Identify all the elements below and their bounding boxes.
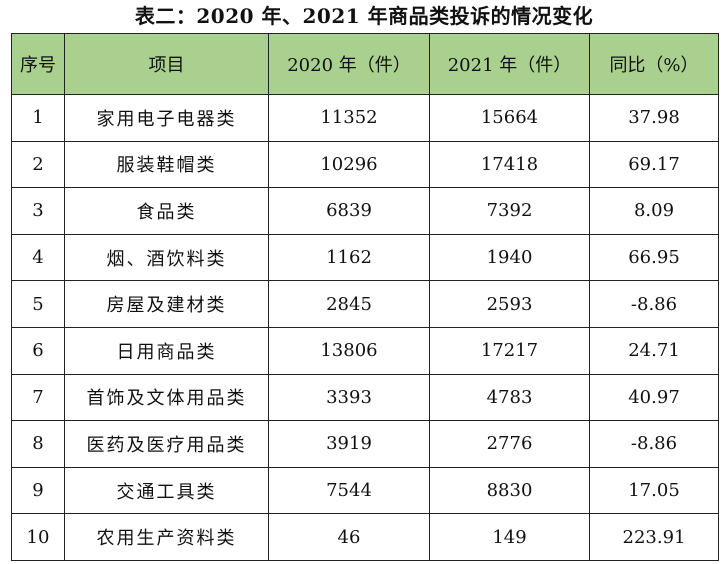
cell-yoy: 69.17 xyxy=(589,140,719,189)
cell-2021: 4783 xyxy=(429,373,590,422)
table-row: 10 农用生产资料类 46 149 223.91 xyxy=(11,513,719,561)
table-row: 5 房屋及建材类 2845 2593 -8.86 xyxy=(11,280,719,328)
cell-index: 4 xyxy=(11,233,65,282)
table-row: 4 烟、酒饮料类 1162 1940 66.95 xyxy=(11,233,719,282)
cell-yoy: -8.86 xyxy=(589,280,719,328)
cell-yoy: 66.95 xyxy=(589,233,719,282)
cell-item: 服装鞋帽类 xyxy=(64,140,269,189)
cell-2020: 13806 xyxy=(268,326,430,375)
cell-item: 农用生产资料类 xyxy=(64,513,269,561)
cell-item: 交通工具类 xyxy=(64,466,269,515)
cell-index: 10 xyxy=(11,513,65,561)
table-row: 8 医药及医疗用品类 3919 2776 -8.86 xyxy=(11,420,719,468)
cell-2021: 149 xyxy=(429,513,590,561)
cell-yoy: -8.86 xyxy=(589,420,719,468)
cell-index: 5 xyxy=(11,280,65,328)
cell-item: 食品类 xyxy=(64,187,269,235)
cell-yoy: 223.91 xyxy=(589,513,719,561)
header-index: 序号 xyxy=(11,33,65,95)
cell-index: 2 xyxy=(11,140,65,189)
table-row: 7 首饰及文体用品类 3393 4783 40.97 xyxy=(11,373,719,422)
header-2020: 2020 年（件） xyxy=(268,33,430,95)
cell-yoy: 37.98 xyxy=(589,94,719,142)
cell-index: 9 xyxy=(11,466,65,515)
cell-2020: 11352 xyxy=(268,94,430,142)
cell-2020: 1162 xyxy=(268,233,430,282)
cell-2021: 8830 xyxy=(429,466,590,515)
cell-item: 烟、酒饮料类 xyxy=(64,233,269,282)
cell-index: 3 xyxy=(11,187,65,235)
cell-2020: 2845 xyxy=(268,280,430,328)
cell-2021: 1940 xyxy=(429,233,590,282)
cell-2021: 7392 xyxy=(429,187,590,235)
table-row: 3 食品类 6839 7392 8.09 xyxy=(11,187,719,235)
cell-yoy: 17.05 xyxy=(589,466,719,515)
cell-2021: 15664 xyxy=(429,94,590,142)
cell-2021: 2776 xyxy=(429,420,590,468)
header-2021: 2021 年（件） xyxy=(429,33,590,95)
cell-item: 家用电子电器类 xyxy=(64,94,269,142)
cell-2020: 6839 xyxy=(268,187,430,235)
cell-yoy: 24.71 xyxy=(589,326,719,375)
cell-yoy: 8.09 xyxy=(589,187,719,235)
table-row: 9 交通工具类 7544 8830 17.05 xyxy=(11,466,719,515)
cell-item: 首饰及文体用品类 xyxy=(64,373,269,422)
cell-2021: 17418 xyxy=(429,140,590,189)
complaints-table: 序号 项目 2020 年（件） 2021 年（件） 同比（%） 1 家用电子电器… xyxy=(11,33,719,561)
header-row: 序号 项目 2020 年（件） 2021 年（件） 同比（%） xyxy=(11,33,719,95)
cell-2020: 3919 xyxy=(268,420,430,468)
cell-2020: 7544 xyxy=(268,466,430,515)
cell-item: 房屋及建材类 xyxy=(64,280,269,328)
cell-2020: 3393 xyxy=(268,373,430,422)
cell-index: 8 xyxy=(11,420,65,468)
header-yoy: 同比（%） xyxy=(589,33,719,95)
cell-yoy: 40.97 xyxy=(589,373,719,422)
cell-index: 1 xyxy=(11,94,65,142)
cell-2021: 2593 xyxy=(429,280,590,328)
table-row: 6 日用商品类 13806 17217 24.71 xyxy=(11,326,719,375)
cell-2020: 46 xyxy=(268,513,430,561)
table-row: 2 服装鞋帽类 10296 17418 69.17 xyxy=(11,140,719,189)
header-item: 项目 xyxy=(64,33,269,95)
cell-2020: 10296 xyxy=(268,140,430,189)
cell-item: 日用商品类 xyxy=(64,326,269,375)
cell-2021: 17217 xyxy=(429,326,590,375)
cell-index: 7 xyxy=(11,373,65,422)
cell-index: 6 xyxy=(11,326,65,375)
table-row: 1 家用电子电器类 11352 15664 37.98 xyxy=(11,94,719,142)
table-title: 表二：2020 年、2021 年商品类投诉的情况变化 xyxy=(134,4,594,28)
cell-item: 医药及医疗用品类 xyxy=(64,420,269,468)
